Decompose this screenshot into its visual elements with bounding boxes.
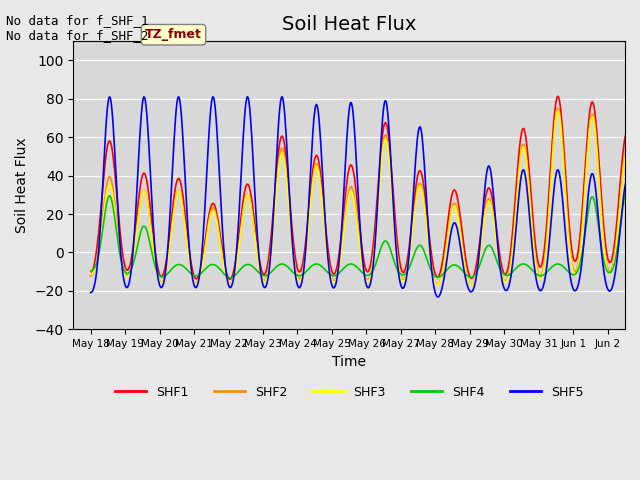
X-axis label: Time: Time xyxy=(332,355,366,369)
SHF2 xyxy=(301,255,308,261)
SHF4 xyxy=(253,268,261,274)
SHF2 xyxy=(468,282,476,288)
SHF4 xyxy=(152,264,159,270)
SHF3 xyxy=(253,250,260,256)
SHF1 xyxy=(455,204,463,209)
SHF4 xyxy=(623,188,631,193)
Line: SHF4: SHF4 xyxy=(91,191,640,277)
SHF2 xyxy=(424,227,431,233)
SHF5 xyxy=(281,113,289,119)
SHF4 xyxy=(638,247,640,252)
SHF3 xyxy=(301,259,308,264)
SHF2 xyxy=(280,152,288,157)
Legend: SHF1, SHF2, SHF3, SHF4, SHF5: SHF1, SHF2, SHF3, SHF4, SHF5 xyxy=(110,381,588,404)
SHF1 xyxy=(281,144,289,149)
Line: SHF5: SHF5 xyxy=(91,96,640,297)
SHF3 xyxy=(87,272,95,277)
SHF2 xyxy=(554,106,562,111)
SHF4 xyxy=(87,268,95,274)
SHF4 xyxy=(455,264,463,270)
SHF5 xyxy=(434,294,442,300)
SHF1 xyxy=(227,276,234,282)
SHF4 xyxy=(281,262,289,268)
Text: No data for f_SHF_1
No data for f_SHF_2: No data for f_SHF_1 No data for f_SHF_2 xyxy=(6,14,149,42)
SHF3 xyxy=(152,263,159,269)
SHF2 xyxy=(152,261,159,267)
SHF4 xyxy=(302,269,310,275)
Line: SHF2: SHF2 xyxy=(91,108,640,285)
Line: SHF3: SHF3 xyxy=(91,111,640,286)
Title: Soil Heat Flux: Soil Heat Flux xyxy=(282,15,417,34)
SHF5 xyxy=(278,94,286,99)
SHF3 xyxy=(638,243,640,249)
Line: SHF1: SHF1 xyxy=(91,96,640,279)
SHF3 xyxy=(454,216,462,221)
SHF1 xyxy=(253,244,261,250)
SHF1 xyxy=(638,234,640,240)
SHF5 xyxy=(456,239,463,244)
SHF1 xyxy=(152,250,159,256)
SHF2 xyxy=(87,273,95,278)
SHF3 xyxy=(280,156,288,162)
SHF1 xyxy=(554,94,562,99)
SHF1 xyxy=(87,273,95,278)
SHF1 xyxy=(302,239,310,245)
SHF4 xyxy=(424,259,432,265)
SHF2 xyxy=(454,213,462,218)
SHF5 xyxy=(424,219,432,225)
SHF2 xyxy=(638,241,640,247)
SHF5 xyxy=(152,252,159,258)
SHF2 xyxy=(253,248,260,253)
SHF3 xyxy=(424,231,431,237)
SHF5 xyxy=(302,247,310,253)
SHF4 xyxy=(227,275,234,280)
SHF3 xyxy=(468,283,476,288)
SHF5 xyxy=(638,246,640,252)
Y-axis label: Soil Heat Flux: Soil Heat Flux xyxy=(15,137,29,233)
SHF1 xyxy=(424,220,432,226)
SHF5 xyxy=(87,289,95,295)
Text: TZ_fmet: TZ_fmet xyxy=(145,28,202,41)
SHF5 xyxy=(253,224,260,229)
SHF3 xyxy=(554,108,562,114)
